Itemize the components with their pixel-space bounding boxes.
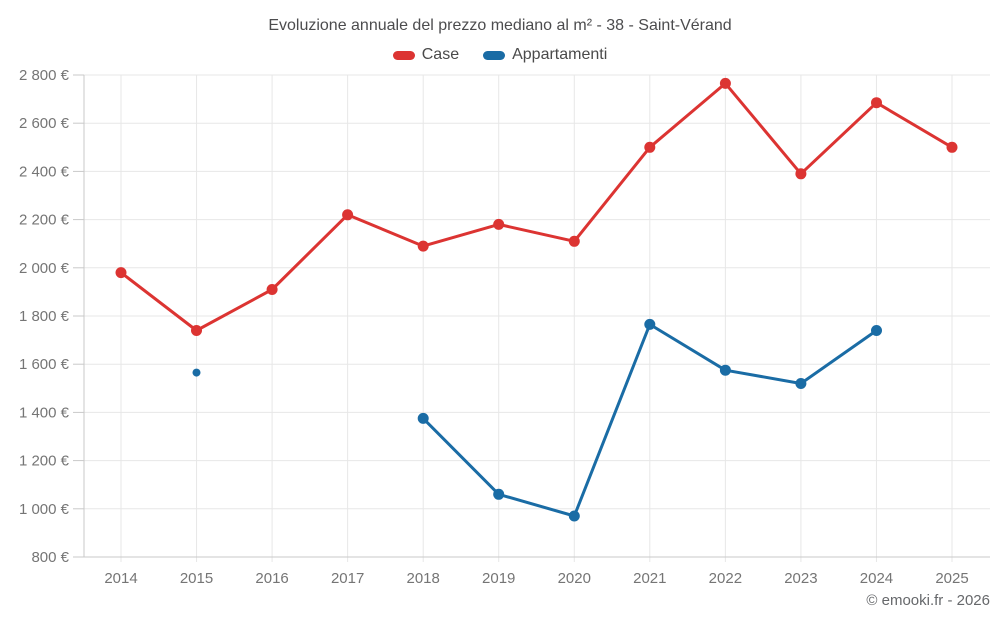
legend-item-case[interactable]: Case (392, 46, 460, 64)
y-tick-label: 1 200 € (19, 453, 70, 470)
data-point-case-2017[interactable] (342, 209, 354, 221)
data-point-appartamenti-2021[interactable] (644, 318, 656, 330)
data-point-appartamenti-2019[interactable] (493, 488, 505, 500)
x-tick-label: 2023 (784, 570, 817, 587)
y-tick-label: 2 400 € (19, 163, 70, 180)
data-point-appartamenti-2022[interactable] (719, 364, 731, 376)
legend-swatch-appartamenti-icon (483, 50, 506, 60)
data-point-case-2023[interactable] (795, 168, 807, 180)
copyright-text: © emooki.fr - 2026 (866, 592, 990, 609)
data-point-appartamenti-2015[interactable] (192, 368, 201, 377)
y-tick-label: 2 200 € (19, 212, 70, 229)
legend-label-case: Case (421, 46, 460, 63)
x-tick-label: 2020 (558, 570, 591, 587)
chart-title: Evoluzione annuale del prezzo mediano al… (268, 17, 732, 34)
x-tick-label: 2021 (633, 570, 666, 587)
x-tick-label: 2018 (406, 570, 439, 587)
legend: Case Appartamenti (0, 46, 1000, 64)
y-tick-label: 800 € (31, 549, 69, 566)
data-point-case-2016[interactable] (266, 284, 278, 295)
data-point-appartamenti-2024[interactable] (871, 325, 882, 336)
legend-swatch-case-icon (392, 50, 415, 60)
x-tick-label: 2024 (860, 570, 893, 587)
data-point-case-2022[interactable] (719, 77, 731, 89)
x-tick-label: 2016 (255, 570, 288, 587)
data-point-appartamenti-2023[interactable] (795, 378, 807, 389)
data-point-appartamenti-2020[interactable] (568, 510, 580, 522)
y-tick-label: 1 600 € (19, 356, 70, 373)
data-point-case-2024[interactable] (871, 97, 882, 109)
data-point-case-2019[interactable] (493, 218, 505, 230)
y-tick-label: 1 000 € (19, 501, 70, 518)
data-point-case-2021[interactable] (644, 141, 656, 153)
y-tick-label: 2 000 € (19, 260, 70, 277)
data-point-case-2018[interactable] (417, 240, 429, 252)
x-tick-label: 2022 (709, 570, 742, 587)
y-tick-label: 1 400 € (19, 404, 70, 421)
x-tick-label: 2025 (935, 570, 968, 587)
x-tick-label: 2019 (482, 570, 515, 587)
data-point-case-2025[interactable] (946, 141, 958, 153)
legend-label-appartamenti: Appartamenti (512, 46, 608, 63)
y-tick-label: 1 800 € (19, 308, 70, 325)
data-point-case-2015[interactable] (191, 325, 202, 336)
data-point-appartamenti-2018[interactable] (417, 412, 429, 424)
series-line-case (119, 81, 954, 332)
data-point-case-2014[interactable] (115, 267, 127, 279)
x-tick-label: 2014 (104, 570, 137, 587)
y-tick-label: 2 800 € (19, 67, 70, 84)
x-tick-label: 2017 (331, 570, 364, 587)
data-point-case-2020[interactable] (568, 235, 580, 247)
y-tick-label: 2 600 € (19, 115, 70, 132)
x-tick-label: 2015 (180, 570, 213, 587)
legend-item-appartamenti[interactable]: Appartamenti (483, 46, 607, 64)
